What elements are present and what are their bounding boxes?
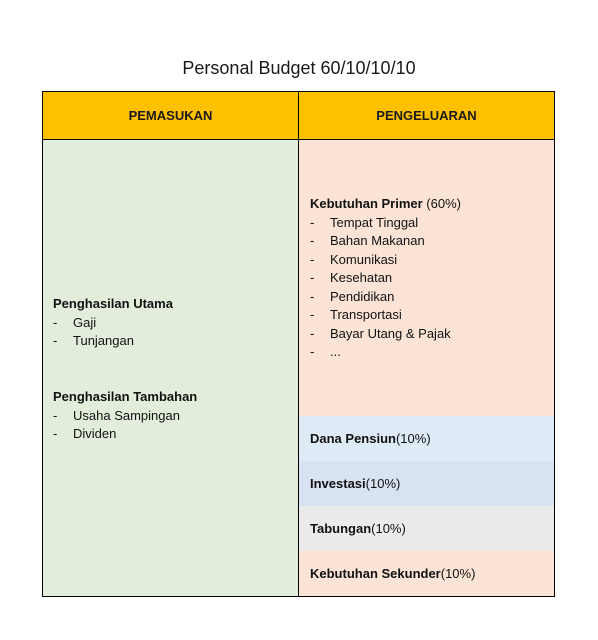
budget-table: PEMASUKAN PENGELUARAN Penghasilan Utama …	[42, 91, 555, 597]
primary-needs-section: Kebutuhan Primer (60%) - Tempat Tinggal -…	[299, 140, 554, 416]
primary-needs-list: - Tempat Tinggal - Bahan Makanan - Komunika…	[310, 214, 461, 362]
main-income-group: Penghasilan Utama - Gaji - Tunjangan	[53, 295, 173, 351]
list-item: - Kesehatan	[310, 270, 393, 285]
extra-income-list: - Usaha Sampingan - Dividen	[53, 407, 197, 444]
list-item: - Tunjangan	[53, 333, 134, 348]
main-income-list: - Gaji - Tunjangan	[53, 314, 173, 351]
list-item: - Dividen	[53, 426, 117, 441]
income-column: Penghasilan Utama - Gaji - Tunjangan Pengh…	[43, 140, 299, 596]
pension-fund-row: Dana Pensiun (10%)	[299, 416, 554, 461]
list-item: - Bahan Makanan	[310, 233, 425, 248]
list-item: - Tempat Tinggal	[310, 214, 419, 230]
list-item: - Usaha Sampingan	[53, 407, 180, 423]
list-item: - Pendidikan	[310, 288, 395, 304]
extra-income-title: Penghasilan Tambahan	[53, 389, 198, 404]
primary-needs-group: Kebutuhan Primer (60%) - Tempat Tinggal -…	[310, 195, 461, 362]
primary-needs-title: Kebutuhan Primer (60%)	[310, 196, 461, 211]
list-item: - Gaji	[53, 314, 97, 330]
income-header: PEMASUKAN	[43, 92, 299, 140]
expense-header: PENGELUARAN	[299, 92, 554, 140]
list-item: - Transportasi	[310, 307, 402, 322]
savings-row: Tabungan (10%)	[299, 506, 554, 551]
investment-row: Investasi (10%)	[299, 461, 554, 506]
expense-column: Kebutuhan Primer (60%) - Tempat Tinggal -…	[299, 140, 554, 596]
secondary-needs-row: Kebutuhan Sekunder (10%)	[299, 551, 554, 596]
list-item: - Bayar Utang & Pajak	[310, 325, 451, 341]
main-income-title: Penghasilan Utama	[53, 296, 173, 311]
extra-income-group: Penghasilan Tambahan - Usaha Sampingan -D…	[53, 388, 197, 444]
page-title: Personal Budget 60/10/10/10	[182, 58, 416, 78]
list-item: -...	[310, 344, 341, 359]
list-item: - Komunikasi	[310, 251, 398, 267]
